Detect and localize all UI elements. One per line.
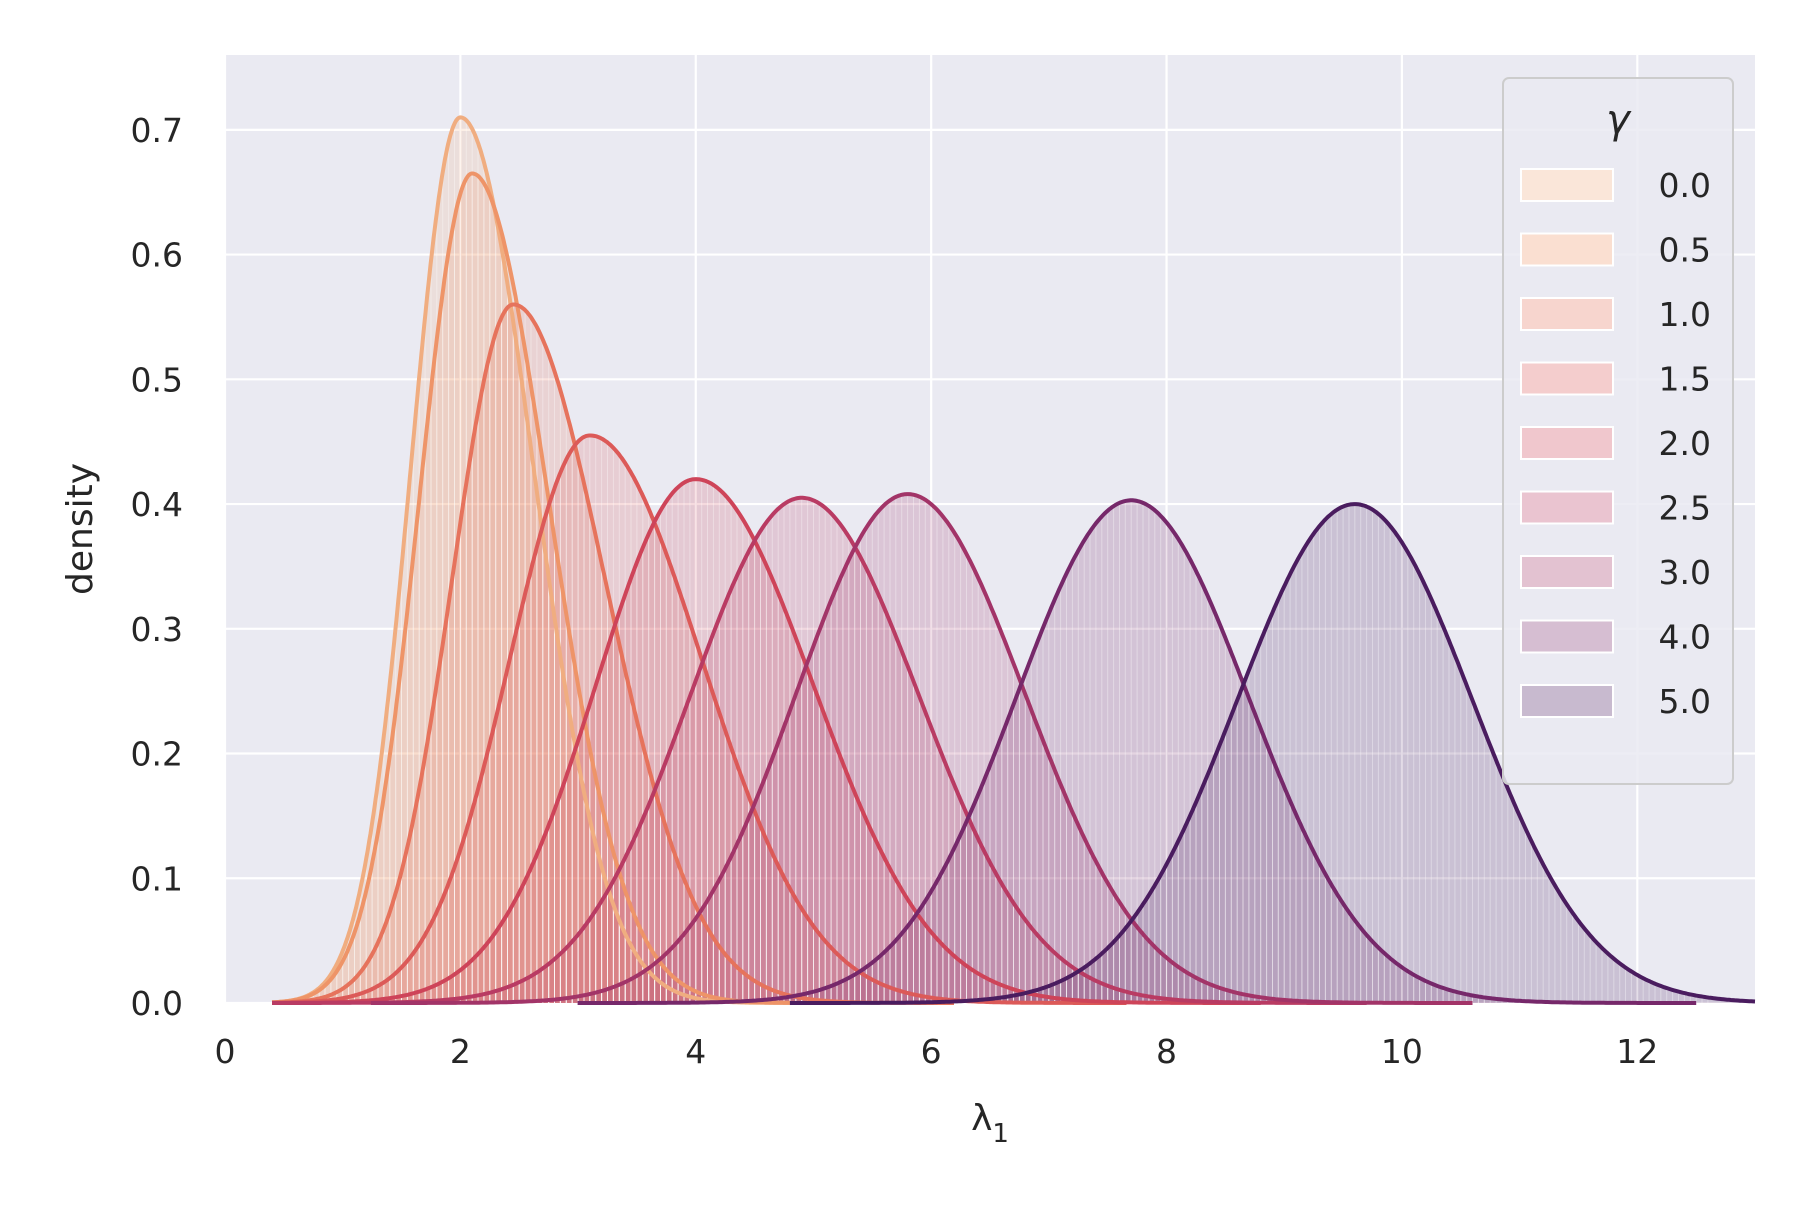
y-tick-label: 0.0	[131, 984, 183, 1023]
x-tick-label: 2	[450, 1032, 471, 1071]
legend-swatch	[1520, 619, 1614, 654]
legend-label: 1.5	[1659, 360, 1711, 399]
histogram-area	[272, 479, 1261, 1004]
legend-swatch-base	[1521, 233, 1613, 266]
histogram-bins	[395, 479, 1056, 1003]
x-tick-label: 0	[215, 1032, 236, 1071]
kde-curve	[577, 498, 1697, 1005]
kde-curve	[271, 433, 1127, 1005]
legend-label: 2.5	[1659, 489, 1711, 528]
legend-swatch-base	[1521, 362, 1613, 395]
histogram-area	[272, 304, 955, 1003]
kde-curve	[789, 502, 1756, 1005]
histogram-area	[272, 173, 840, 1003]
histogram-area	[272, 435, 1127, 1003]
legend-swatch	[1520, 684, 1614, 718]
legend-swatch-base	[1521, 491, 1613, 524]
plot-background	[225, 55, 1755, 1003]
y-tick-label: 0.5	[131, 360, 183, 399]
histogram-area	[577, 500, 1697, 1003]
legend-items: 0.0 0.5 1.0 1.5 2.0 2.5 3.0 4.0 5.0	[1520, 166, 1711, 721]
legend-swatch-base	[1521, 685, 1613, 717]
y-tick-label: 0.7	[131, 111, 183, 150]
x-tick-label: 6	[921, 1032, 942, 1071]
legend-swatch-base	[1521, 169, 1613, 201]
legend-swatch	[1520, 426, 1614, 460]
histogram-bins	[571, 494, 1262, 1003]
kde-curve	[370, 492, 1473, 1005]
kde-curves	[271, 115, 1756, 1005]
legend-swatch	[1520, 168, 1614, 202]
legend-label: 3.0	[1659, 553, 1711, 592]
legend-swatch	[1520, 297, 1614, 331]
x-tick-label: 4	[685, 1032, 706, 1071]
legend: γ 0.0 0.5 1.0 1.5 2.0 2.5 3.0 4.0 5.0	[1502, 77, 1734, 785]
legend-swatch-base	[1521, 427, 1613, 459]
histogram-area	[370, 494, 1473, 1003]
legend-label: 5.0	[1659, 682, 1711, 721]
legend-swatch	[1520, 361, 1614, 396]
x-axis-label: λ1	[971, 1098, 1009, 1149]
histogram-bins	[783, 500, 1485, 1003]
tick-labels: 0 2 4 6 8 10 12 0.0 0.1 0.2 0.3 0.4 0.5 0.6 0.7	[131, 111, 1659, 1071]
legend-title: γ	[1606, 97, 1632, 143]
legend-swatch	[1520, 232, 1614, 267]
legend-swatch-base	[1521, 620, 1613, 653]
y-tick-label: 0.3	[131, 610, 183, 649]
y-tick-label: 0.6	[131, 236, 183, 275]
x-tick-label: 12	[1616, 1032, 1658, 1071]
legend-swatch-base	[1521, 556, 1613, 588]
kde-curve	[272, 495, 1367, 1005]
legend-label: 0.0	[1659, 166, 1711, 205]
y-axis-label: density	[60, 463, 101, 595]
histogram-fills	[272, 117, 1755, 1004]
x-tick-label: 10	[1381, 1032, 1423, 1071]
legend-label: 2.0	[1659, 424, 1711, 463]
legend-label: 0.5	[1659, 231, 1711, 270]
legend-swatch	[1520, 555, 1614, 589]
y-tick-label: 0.4	[131, 485, 183, 524]
legend-label: 4.0	[1659, 618, 1711, 657]
legend-swatch	[1520, 490, 1614, 525]
legend-label: 1.0	[1659, 295, 1711, 334]
x-tick-label: 8	[1156, 1032, 1177, 1071]
y-tick-label: 0.1	[131, 859, 183, 898]
histogram-area	[272, 497, 1367, 1003]
kde-curve	[272, 477, 1261, 1005]
y-tick-label: 0.2	[131, 735, 183, 774]
histogram-area	[272, 117, 811, 1003]
legend-swatch-base	[1521, 298, 1613, 330]
